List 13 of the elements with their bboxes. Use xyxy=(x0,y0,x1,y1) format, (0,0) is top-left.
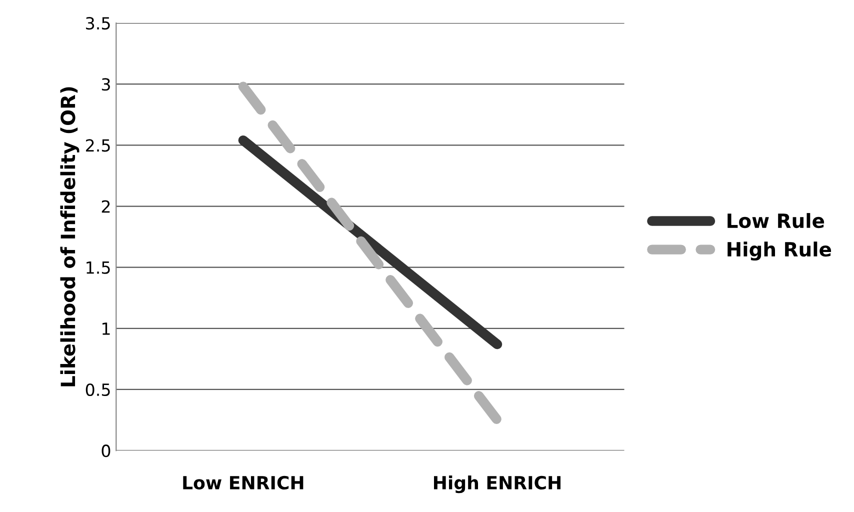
y-tick-label: 3 xyxy=(102,78,110,91)
y-axis-title: Likelihood of Infidelity (OR) xyxy=(60,87,80,386)
y-tick-label: 1 xyxy=(102,322,110,335)
y-tick-label: 1.5 xyxy=(86,262,110,274)
x-tick-label: High ENRICH xyxy=(434,476,560,494)
y-tick-label: 3.5 xyxy=(86,17,110,30)
legend-label: High Rule xyxy=(728,242,832,261)
y-tick-label: 0 xyxy=(102,444,110,458)
y-tick-label: 2.5 xyxy=(86,139,110,152)
x-tick-label: Low ENRICH xyxy=(183,476,304,490)
y-tick-label: 0.5 xyxy=(86,383,110,396)
y-tick-label: 2 xyxy=(102,200,110,213)
legend-label: Low Rule xyxy=(728,213,824,228)
